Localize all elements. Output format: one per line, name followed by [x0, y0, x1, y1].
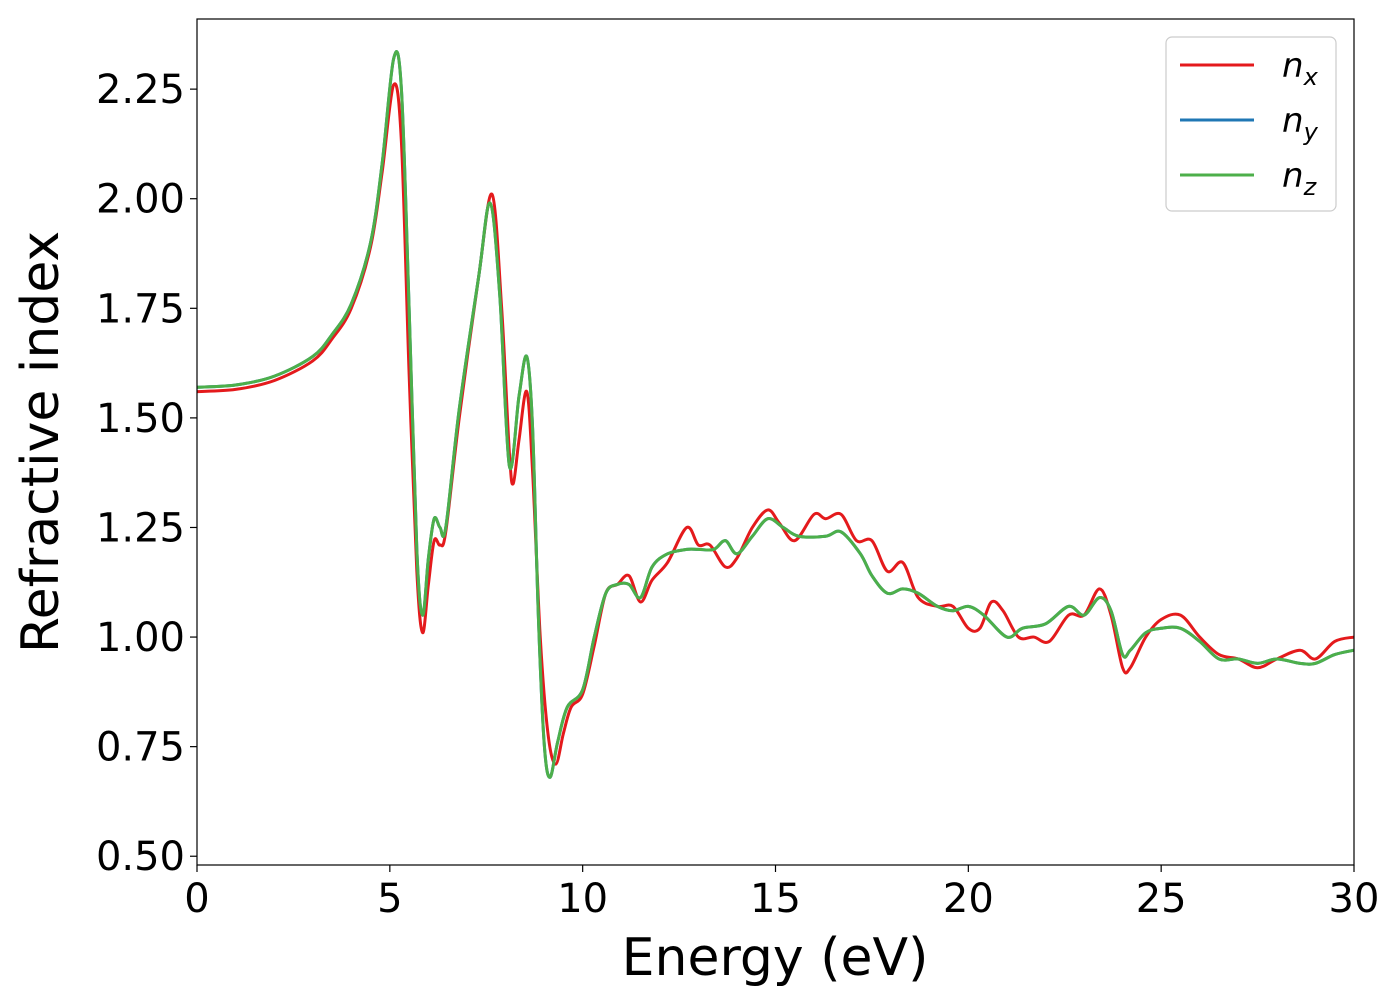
- legend-label-n-z: nz: [1282, 156, 1318, 201]
- x-axis-title: Energy (eV): [622, 928, 929, 988]
- legend: nx ny nz: [1165, 36, 1337, 212]
- y-tick-label: 1.50: [96, 396, 185, 442]
- y-tick-label: 2.00: [96, 177, 185, 223]
- y-tick-label: 1.25: [96, 505, 185, 551]
- legend-label-n-y: ny: [1282, 101, 1319, 146]
- x-tick-label: 0: [184, 876, 209, 922]
- legend-box: [1165, 36, 1337, 212]
- legend-label-n-x: nx: [1282, 46, 1319, 91]
- y-axis-title: Refractive index: [11, 231, 71, 653]
- series-layer: [197, 50, 1354, 779]
- x-tick-label: 5: [377, 876, 402, 922]
- y-tick-label: 0.50: [96, 834, 185, 880]
- y-tick-label: 2.25: [96, 67, 185, 113]
- x-tick-label: 10: [557, 876, 608, 922]
- x-tick-label: 15: [750, 876, 801, 922]
- x-tick-label: 25: [1136, 876, 1187, 922]
- x-tick-label: 20: [943, 876, 994, 922]
- y-tick-label: 1.00: [96, 615, 185, 661]
- series-line-n-z: [197, 50, 1354, 779]
- y-tick-label: 0.75: [96, 725, 185, 771]
- y-tick-label: 1.75: [96, 286, 185, 332]
- ticks-layer: 0 5 10 15 20 25 30 0.50 0.75 1.00 1.25 1.50 1.75 2.00…: [96, 67, 1380, 922]
- x-tick-label: 30: [1329, 876, 1380, 922]
